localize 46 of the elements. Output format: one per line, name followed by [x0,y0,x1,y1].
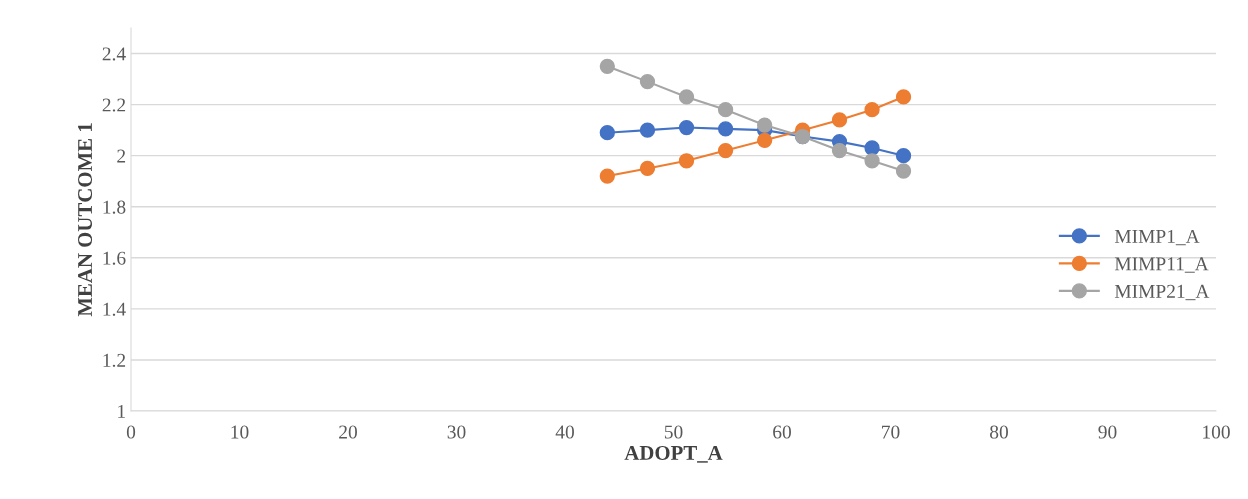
x-tick-label: 100 [1203,425,1230,439]
point [717,102,734,118]
point [831,142,848,159]
point [639,73,656,90]
point [895,163,912,179]
point [864,102,880,118]
y-tick-label: 2.4 [102,47,126,61]
point [864,140,880,156]
x-tick-label: 80 [990,425,1008,439]
legend-label: MIMP11_A [1114,257,1209,273]
point [831,112,848,128]
point [895,148,912,164]
x-tick-label: 30 [447,425,466,439]
point [599,58,615,74]
x-tick-label: 60 [773,425,791,439]
point [757,117,773,133]
x-tick-label: 20 [339,425,357,439]
point [895,89,912,105]
legend-label: MIMP21_A [1114,284,1210,301]
y-tick-label: 1.4 [103,302,126,316]
y-tick-label: 1.6 [103,251,126,265]
x-tick-label: 50 [664,425,683,439]
point [678,89,695,105]
point [864,153,880,169]
legend-label: MIMP1_A [1114,229,1200,246]
y-tick-label: 2.2 [102,98,126,112]
x-tick-label: 0 [126,425,136,439]
y-tick-label: 1 [118,404,125,418]
x-tick-label: 40 [555,425,574,439]
point [678,119,695,136]
y-tick-label: 1.8 [103,200,126,214]
point [717,142,734,159]
y-tick-label: 2 [117,149,126,163]
point [599,168,615,184]
point [639,160,656,177]
point [678,153,695,169]
x-tick-label: 90 [1098,425,1117,439]
point [717,121,734,137]
y-tick-label: 1.2 [103,353,126,367]
x-axis-title: ADOPT_A [624,445,723,463]
point [599,125,615,141]
y-axis-title: MEAN OUTCOME 1 [78,123,93,317]
point [757,132,773,148]
x-tick-label: 10 [231,425,249,439]
point [639,122,656,138]
x-tick-label: 70 [882,425,900,439]
